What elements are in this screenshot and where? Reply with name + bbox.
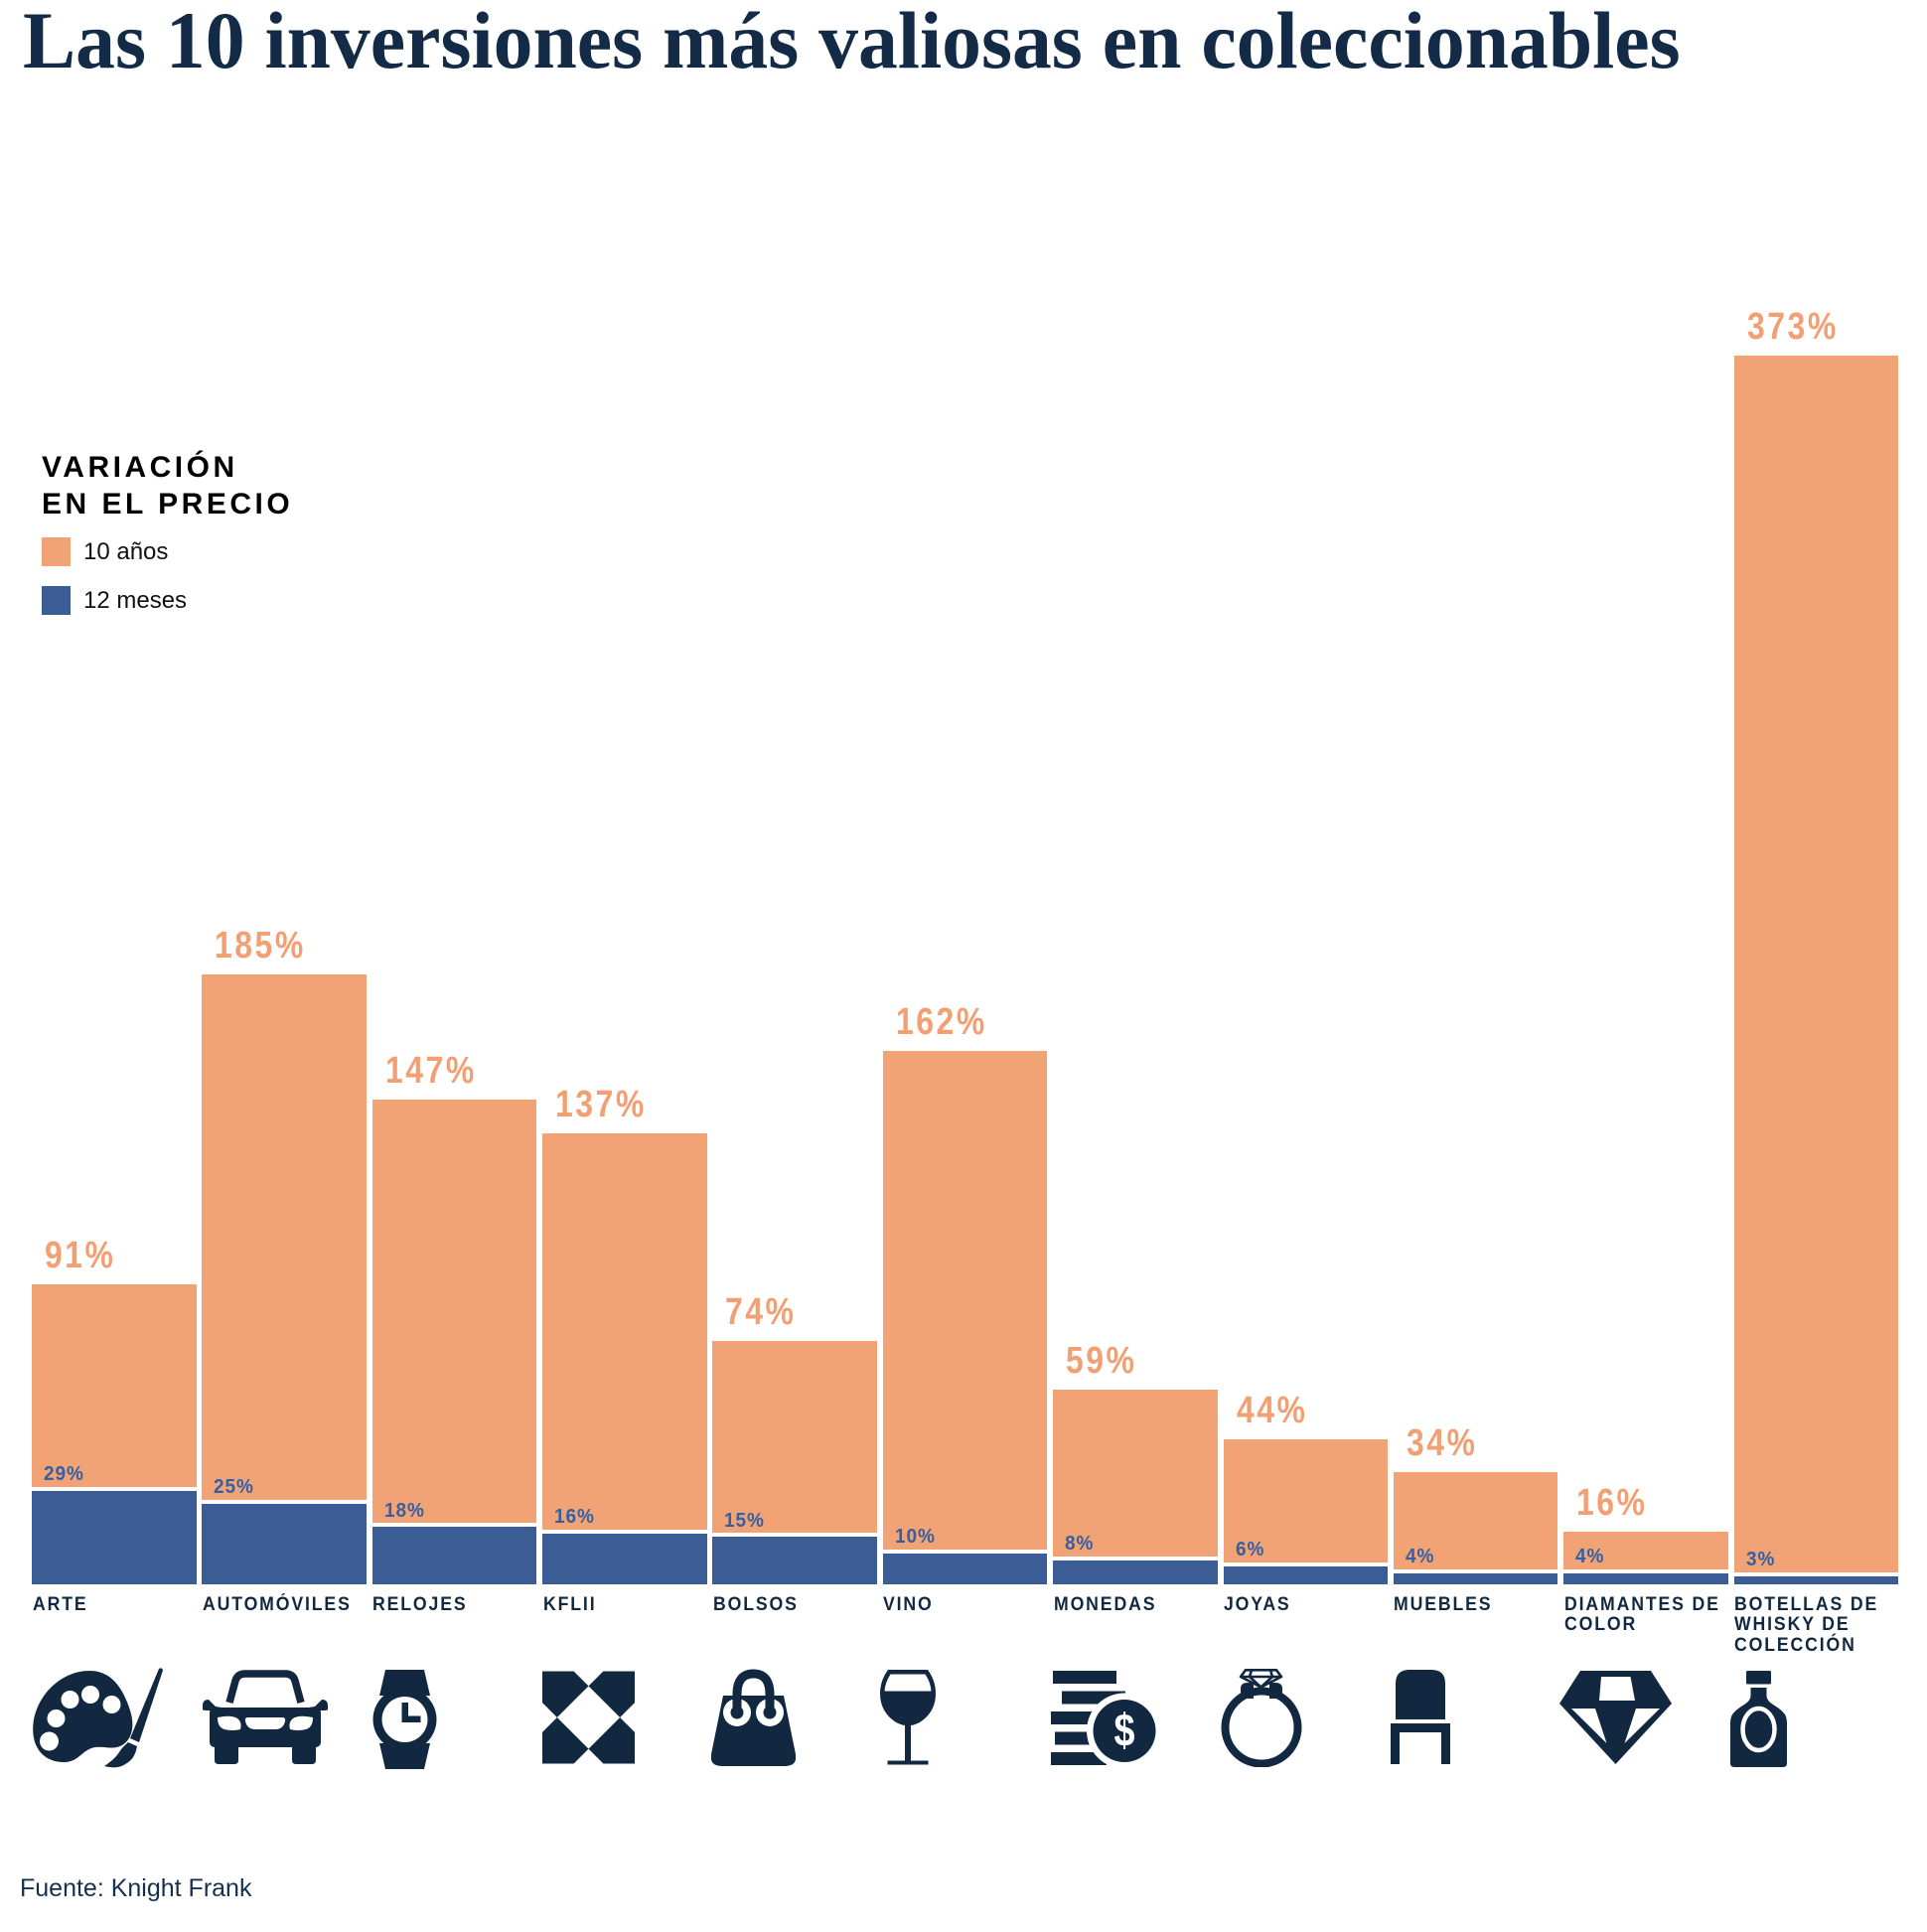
svg-text:$: $ — [1114, 1705, 1135, 1755]
